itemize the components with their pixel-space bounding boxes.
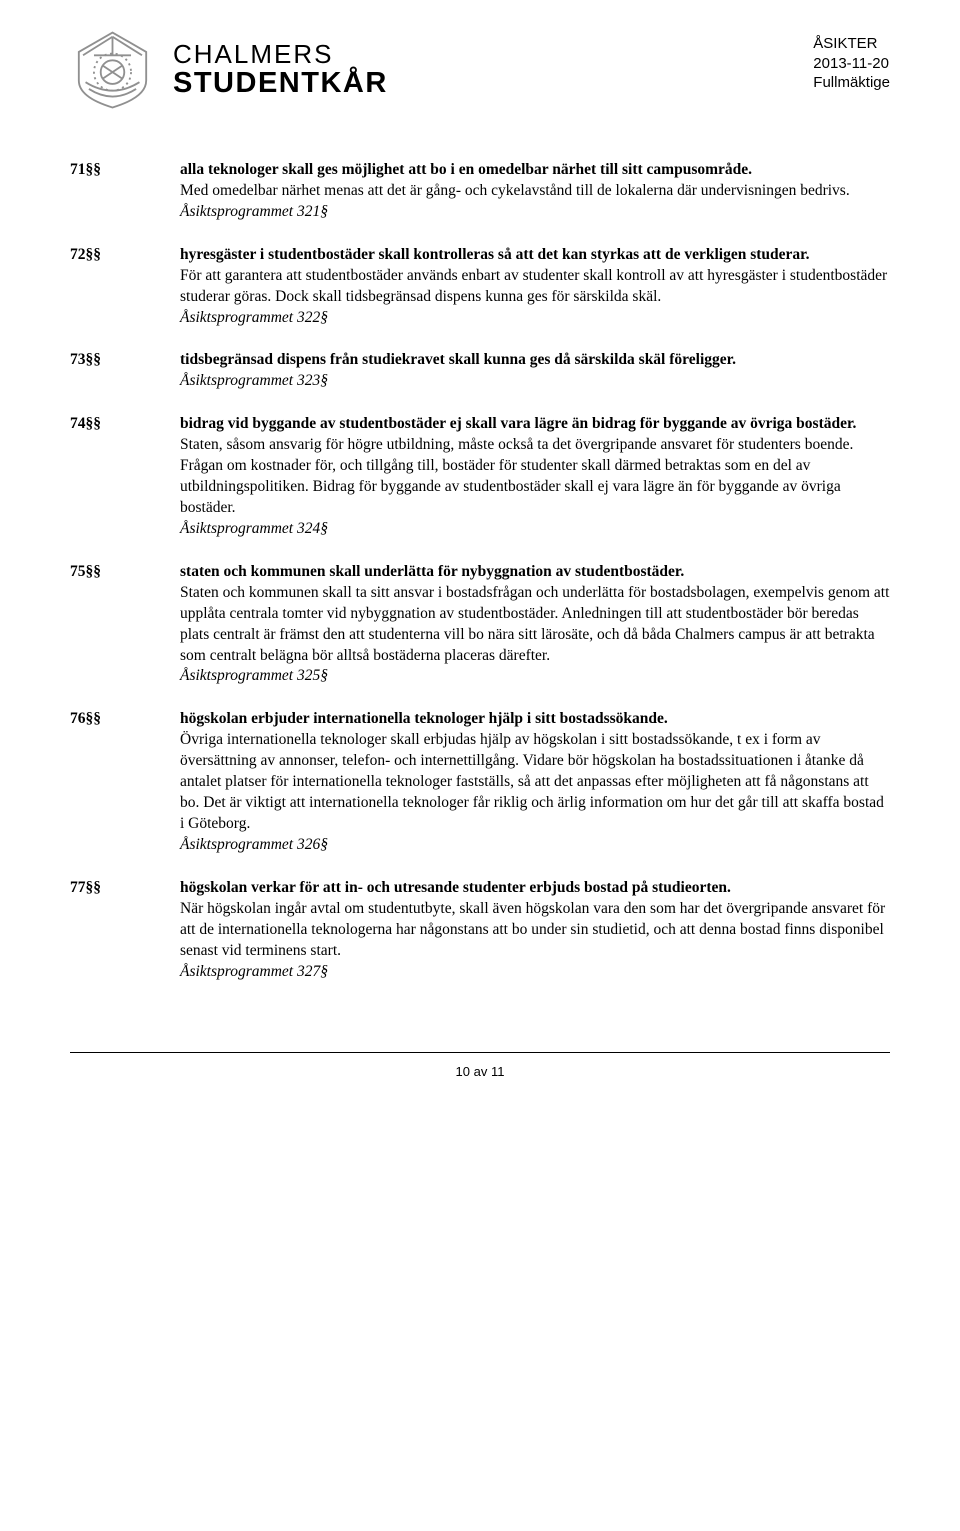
doc-date: 2013-11-20: [813, 54, 890, 74]
doc-context: Fullmäktige: [813, 73, 890, 93]
section-number: 74§§: [70, 414, 180, 540]
section: 72§§ hyresgäster i studentbostäder skall…: [70, 245, 890, 329]
logo-line1: CHALMERS: [173, 41, 388, 68]
header-meta: ÅSIKTER 2013-11-20 Fullmäktige: [813, 34, 890, 93]
section-reference: Åsiktsprogrammet 327§: [180, 962, 890, 983]
section-title: bidrag vid byggande av studentbostäder e…: [180, 414, 890, 435]
section-reference: Åsiktsprogrammet 326§: [180, 835, 890, 856]
section-paragraph: Staten, såsom ansvarig för högre utbildn…: [180, 435, 890, 519]
section-reference: Åsiktsprogrammet 325§: [180, 666, 890, 687]
section-body: bidrag vid byggande av studentbostäder e…: [180, 414, 890, 540]
footer-divider: [70, 1052, 890, 1053]
section-reference: Åsiktsprogrammet 324§: [180, 519, 890, 540]
org-logo-text: CHALMERS STUDENTKÅR: [173, 41, 388, 99]
section: 73§§ tidsbegränsad dispens från studiekr…: [70, 350, 890, 392]
section-paragraph: När högskolan ingår avtal om studentutby…: [180, 899, 890, 962]
header-left: CHALMERS STUDENTKÅR: [70, 30, 388, 110]
crest-icon: [70, 30, 155, 110]
doc-title: ÅSIKTER: [813, 34, 890, 54]
section-paragraph: För att garantera att studentbostäder an…: [180, 266, 890, 308]
section-paragraph: Med omedelbar närhet menas att det är gå…: [180, 181, 890, 202]
section: 75§§ staten och kommunen skall underlätt…: [70, 562, 890, 688]
page-header: CHALMERS STUDENTKÅR ÅSIKTER 2013-11-20 F…: [70, 30, 890, 110]
section-body: högskolan verkar för att in- och utresan…: [180, 878, 890, 983]
page-footer: 10 av 11: [70, 1052, 890, 1081]
section: 74§§ bidrag vid byggande av studentbostä…: [70, 414, 890, 540]
section-number: 77§§: [70, 878, 180, 983]
section-number: 72§§: [70, 245, 180, 329]
section-reference: Åsiktsprogrammet 322§: [180, 308, 890, 329]
section-number: 75§§: [70, 562, 180, 688]
page-number: 10 av 11: [70, 1063, 890, 1081]
section-title: högskolan erbjuder internationella tekno…: [180, 709, 890, 730]
sections-container: 71§§ alla teknologer skall ges möjlighet…: [70, 160, 890, 982]
section-body: hyresgäster i studentbostäder skall kont…: [180, 245, 890, 329]
section-title: tidsbegränsad dispens från studiekravet …: [180, 350, 890, 371]
section-reference: Åsiktsprogrammet 321§: [180, 202, 890, 223]
section-title: alla teknologer skall ges möjlighet att …: [180, 160, 890, 181]
section-number: 76§§: [70, 709, 180, 855]
section-body: tidsbegränsad dispens från studiekravet …: [180, 350, 890, 392]
section-body: alla teknologer skall ges möjlighet att …: [180, 160, 890, 223]
section-number: 71§§: [70, 160, 180, 223]
section-body: högskolan erbjuder internationella tekno…: [180, 709, 890, 855]
section: 77§§ högskolan verkar för att in- och ut…: [70, 878, 890, 983]
section-body: staten och kommunen skall underlätta för…: [180, 562, 890, 688]
logo-line2: STUDENTKÅR: [173, 68, 388, 98]
section: 76§§ högskolan erbjuder internationella …: [70, 709, 890, 855]
section-title: hyresgäster i studentbostäder skall kont…: [180, 245, 890, 266]
section-paragraph: Övriga internationella teknologer skall …: [180, 730, 890, 835]
section-number: 73§§: [70, 350, 180, 392]
section-title: staten och kommunen skall underlätta för…: [180, 562, 890, 583]
section-paragraph: Staten och kommunen skall ta sitt ansvar…: [180, 583, 890, 667]
section: 71§§ alla teknologer skall ges möjlighet…: [70, 160, 890, 223]
section-reference: Åsiktsprogrammet 323§: [180, 371, 890, 392]
section-title: högskolan verkar för att in- och utresan…: [180, 878, 890, 899]
